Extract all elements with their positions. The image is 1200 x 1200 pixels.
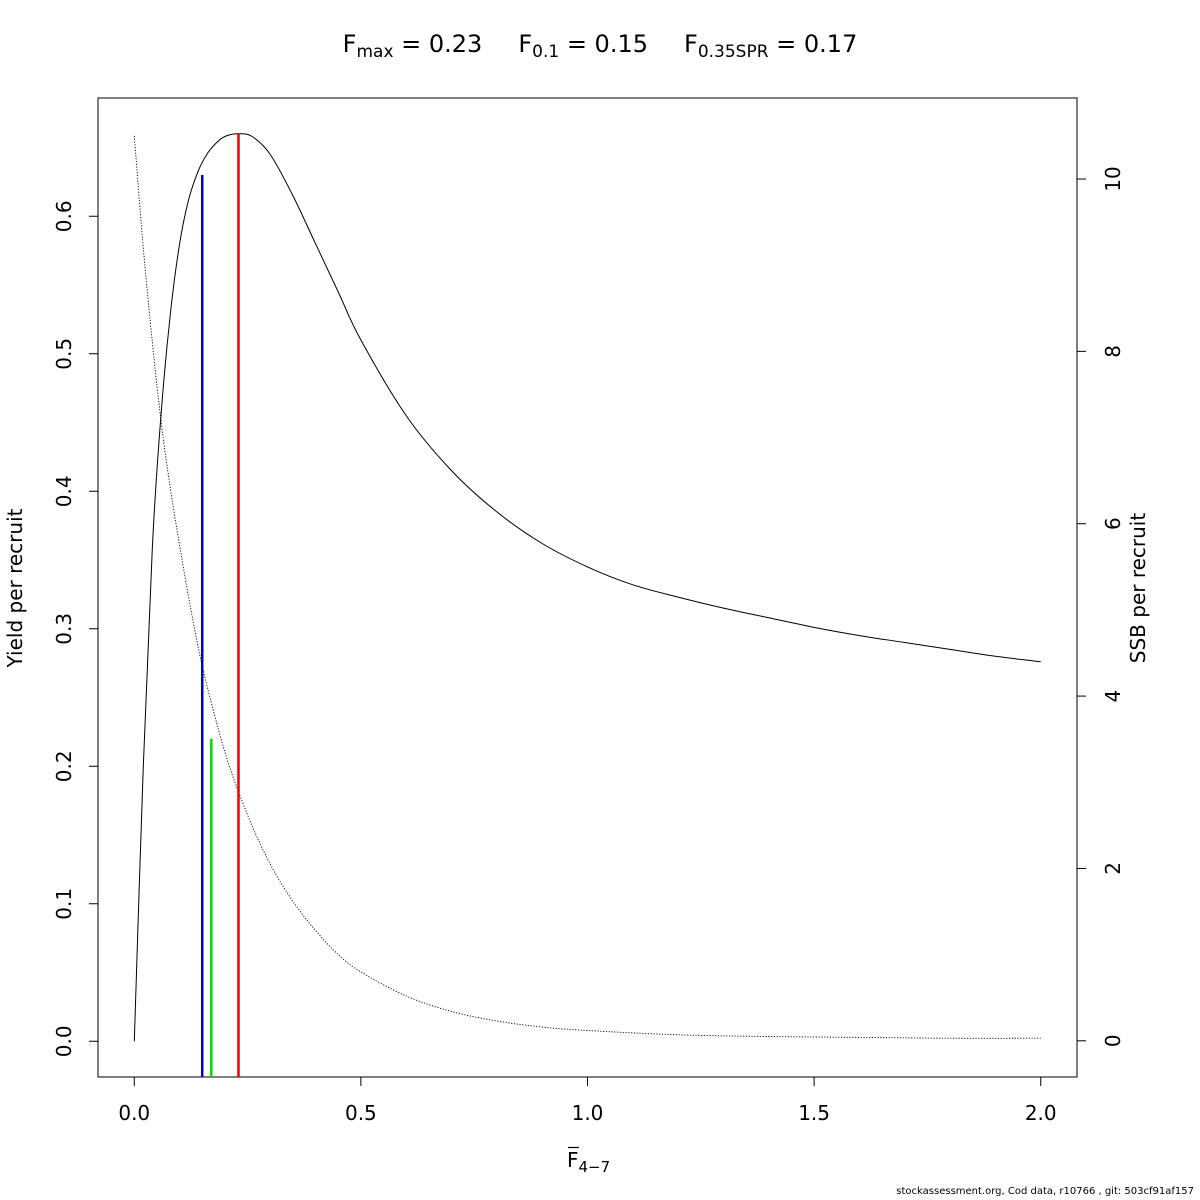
x-tick-label: 0.0	[118, 1101, 150, 1125]
fmax-label: Fmax = 0.23	[342, 30, 483, 62]
x-axis-label-sub: 4−7	[579, 1158, 611, 1176]
x-axis-label-main: F	[567, 1148, 579, 1172]
plot-frame	[97, 97, 1078, 1078]
x-tick-label: 0.5	[345, 1101, 377, 1125]
fspr-label: F0.35SPR = 0.17	[684, 30, 858, 62]
y-left-tick-label: 0.5	[52, 338, 76, 370]
y-right-tick-label: 2	[1101, 862, 1125, 875]
y-left-axis-label: Yield per recruit	[3, 508, 27, 668]
y-right-tick-label: 0	[1101, 1034, 1125, 1047]
y-left-tick-label: 0.6	[52, 200, 76, 232]
y-right-tick-label: 10	[1101, 166, 1125, 191]
yield-per-recruit-line	[133, 133, 1041, 1042]
y-left-tick-label: 0.4	[52, 475, 76, 507]
y-left-tick-label: 0.2	[52, 750, 76, 782]
x-tick-label: 1.0	[572, 1101, 604, 1125]
chart-title: Fmax = 0.23 F0.1 = 0.15 F0.35SPR = 0.17	[0, 30, 1200, 62]
x-tick-label: 2.0	[1025, 1101, 1057, 1125]
y-right-axis-label: SSB per recruit	[1126, 513, 1150, 664]
x-tick-label: 1.5	[798, 1101, 830, 1125]
x-axis-label: F4−7	[567, 1146, 610, 1176]
y-right-tick-label: 4	[1101, 690, 1125, 703]
y-left-tick-label: 0.1	[52, 888, 76, 920]
svg-text:F4−7: F4−7	[567, 1148, 610, 1176]
y-right-tick-label: 8	[1101, 345, 1125, 358]
ssb-per-recruit-line	[133, 135, 1041, 1039]
y-left-tick-label: 0.3	[52, 613, 76, 645]
footer-note: stockassessment.org, Cod data, r10766 , …	[896, 1186, 1194, 1197]
y-right-tick-label: 6	[1101, 517, 1125, 530]
f01-label: F0.1 = 0.15	[518, 30, 648, 62]
y-left-tick-label: 0.0	[52, 1025, 76, 1057]
